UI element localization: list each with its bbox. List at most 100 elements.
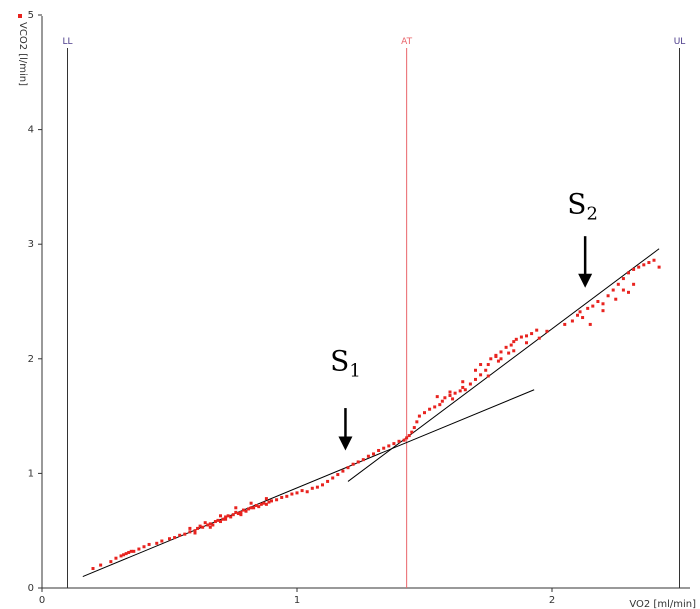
data-point [252, 506, 256, 510]
data-point [423, 411, 426, 415]
data-point [578, 310, 582, 314]
data-point [657, 265, 661, 269]
data-point [262, 501, 266, 505]
y-ticks: 0 1 2 3 4 5 [28, 10, 42, 594]
data-point [387, 444, 391, 448]
vertical-lines: LL AT UL [62, 37, 685, 588]
data-point [474, 368, 477, 372]
data-point [231, 513, 235, 517]
data-point [601, 302, 605, 306]
data-point [221, 517, 225, 521]
data-point [122, 553, 126, 557]
data-point [264, 497, 268, 501]
data-point [193, 531, 197, 535]
data-point [234, 510, 238, 514]
data-point [621, 277, 625, 281]
data-point [448, 393, 452, 397]
data-point [632, 267, 636, 271]
data-point [127, 550, 131, 554]
data-point [486, 374, 490, 378]
data-point [132, 549, 136, 553]
data-point [234, 506, 238, 510]
data-point [188, 526, 192, 530]
data-point [91, 567, 95, 571]
data-point [193, 529, 197, 533]
data-point [310, 486, 314, 490]
data-point [208, 522, 212, 526]
data-point [570, 319, 574, 323]
data-point [206, 523, 210, 527]
data-point [178, 533, 182, 537]
annotations: S1 S2 [330, 187, 598, 451]
data-point [216, 518, 220, 522]
data-point [606, 294, 610, 298]
data-point [479, 373, 483, 377]
x-ticks: 0 1 2 [39, 588, 555, 606]
data-point [627, 290, 630, 294]
data-point [290, 492, 294, 496]
data-point [351, 462, 355, 466]
annotation-arrow-head [338, 436, 353, 451]
data-point [219, 514, 222, 518]
data-point [247, 507, 251, 511]
data-point [601, 309, 605, 313]
data-point [285, 494, 289, 498]
data-point [586, 306, 590, 310]
data-point [407, 434, 411, 438]
data-point [300, 489, 304, 493]
data-point [537, 336, 541, 340]
data-point [241, 508, 245, 512]
data-point [519, 335, 523, 339]
data-point [530, 332, 534, 336]
data-point [341, 469, 345, 473]
data-point [461, 380, 465, 384]
data-point [507, 351, 511, 355]
data-point [356, 460, 360, 464]
data-point [435, 395, 439, 399]
data-point [346, 466, 350, 470]
data-point [428, 407, 432, 411]
data-point [458, 389, 462, 393]
x-tick-label: 2 [549, 595, 555, 606]
data-point [236, 512, 240, 516]
data-point [119, 554, 123, 558]
data-point [264, 502, 268, 506]
data-point [377, 448, 381, 452]
data-point [168, 537, 171, 541]
data-point [463, 388, 467, 392]
data-point [208, 525, 212, 529]
data-point [321, 483, 324, 487]
annotation-label: S2 [567, 187, 598, 224]
data-point [611, 288, 615, 292]
data-point [525, 341, 528, 345]
data-point [239, 513, 243, 517]
data-point [647, 261, 651, 265]
data-point [433, 405, 437, 409]
data-point [581, 316, 585, 320]
data-point [259, 502, 263, 506]
data-point [366, 454, 370, 458]
data-point [219, 520, 222, 524]
data-point [479, 363, 483, 367]
y-tick-label: 0 [28, 583, 34, 594]
y-tick-label: 4 [28, 125, 34, 136]
data-point [270, 499, 273, 503]
data-point [201, 525, 205, 529]
regression-lines [82, 248, 660, 578]
data-point [627, 271, 630, 275]
data-point [361, 458, 365, 462]
data-point [525, 334, 528, 338]
data-point [160, 539, 164, 543]
data-point [109, 560, 113, 564]
data-point [315, 485, 319, 489]
data-point [474, 377, 477, 381]
data-point [405, 436, 409, 440]
data-point [249, 501, 253, 505]
data-point [239, 510, 243, 514]
data-point [642, 263, 646, 267]
legend-marker [18, 14, 22, 18]
x-axis-title: VO2 [ml/min] [629, 599, 696, 609]
data-point [489, 357, 493, 361]
regression-line-s1 [82, 389, 535, 578]
